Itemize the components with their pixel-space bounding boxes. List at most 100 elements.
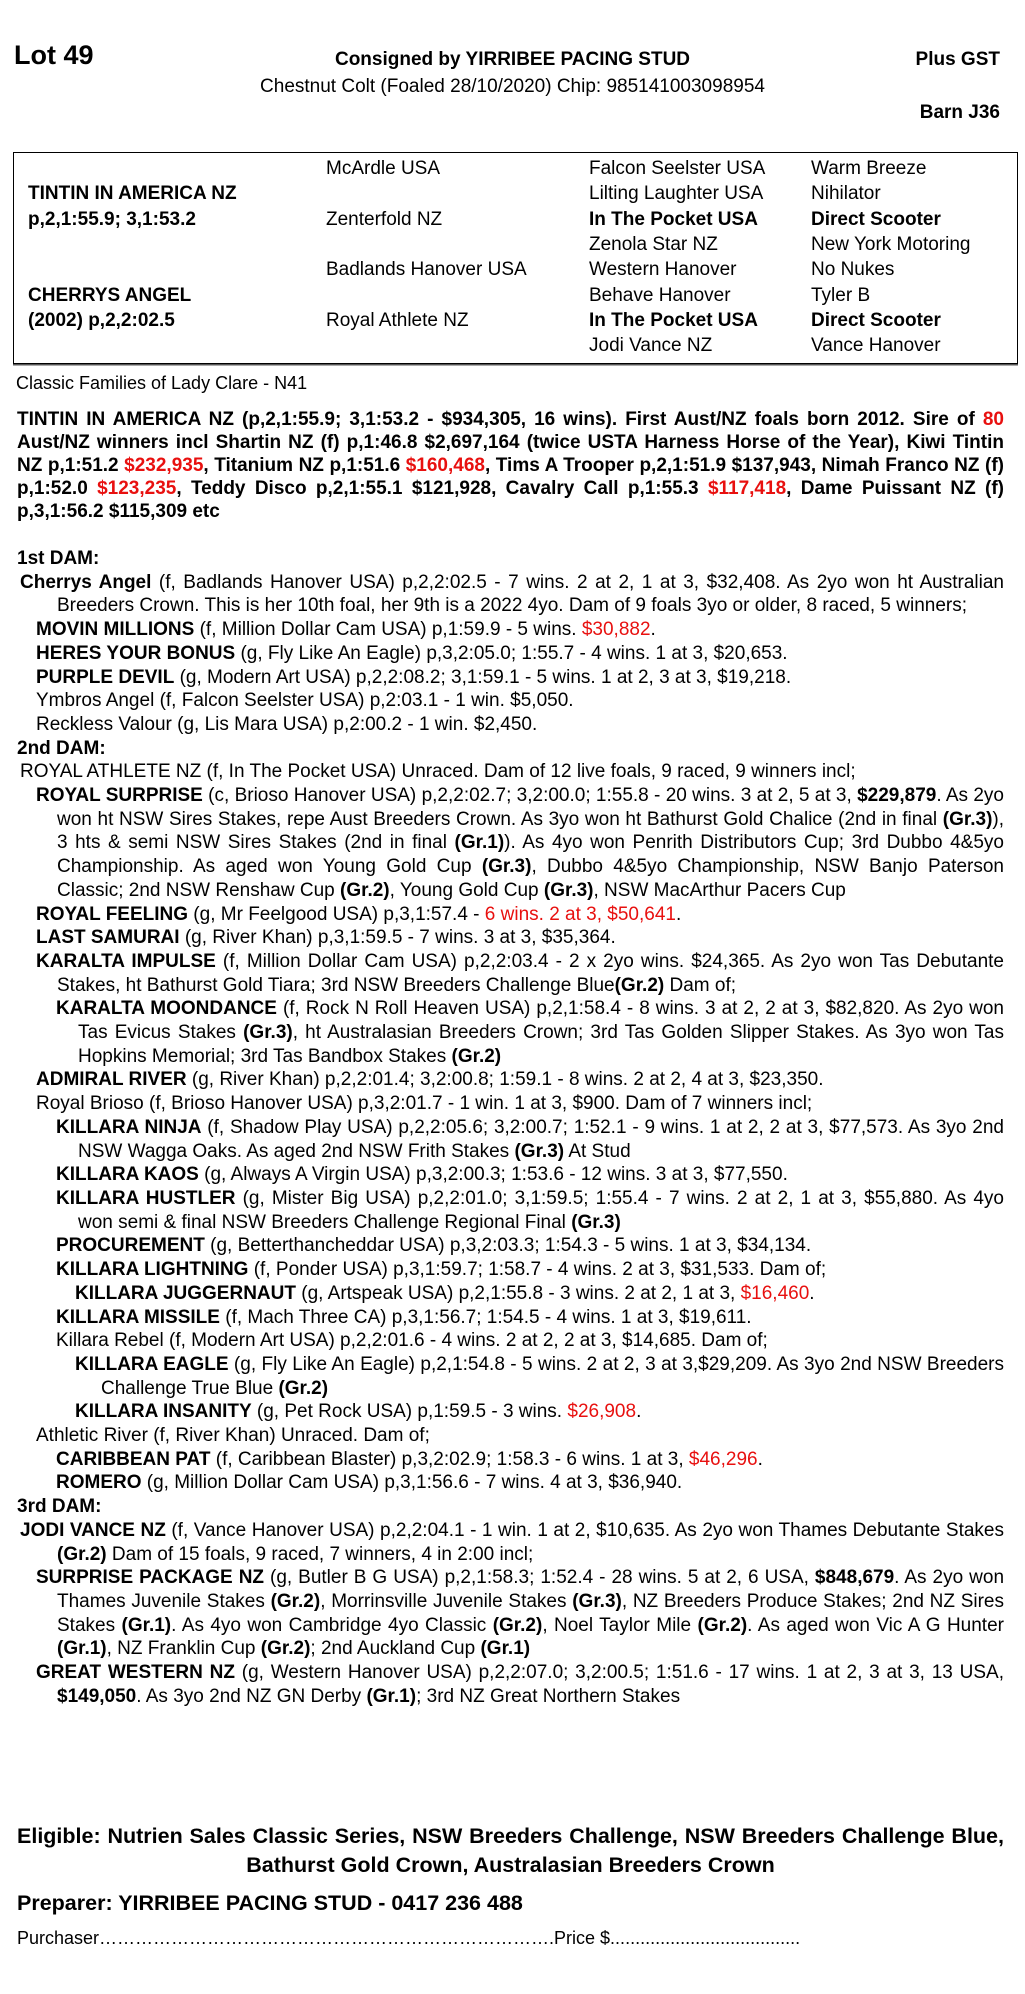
progeny-entry: ROYAL ATHLETE NZ (f, In The Pocket USA) … <box>17 760 1004 784</box>
pedigree-cell: Tyler B <box>811 284 871 306</box>
bold-text: KILLARA LIGHTNING <box>56 1259 249 1281</box>
pedigree-cell: Royal Athlete NZ <box>326 309 469 331</box>
consignor: Consigned by YIRRIBEE PACING STUD <box>334 49 691 70</box>
text: Ymbros Angel (f, Falcon Seelster USA) p,… <box>36 690 574 712</box>
pedigree-cell: Behave Hanover <box>589 284 731 306</box>
bold-text: KILLARA EAGLE <box>75 1353 229 1375</box>
bold-text: (Gr.3) <box>572 1590 622 1612</box>
pedigree-cell: Zenola Star NZ <box>589 233 718 255</box>
purchaser-price-line: Purchaser………………………………………………………………….Price… <box>17 1928 801 1948</box>
text: At Stud <box>564 1140 631 1162</box>
text: (c, Brioso Hanover USA) p,2,2:02.7; 3,2:… <box>202 785 858 807</box>
progeny-entry: KILLARA JUGGERNAUT (g, Artspeak USA) p,2… <box>17 1282 1004 1306</box>
bold-text: KILLARA MISSILE <box>56 1306 220 1328</box>
pedigree-cell: Jodi Vance NZ <box>589 335 713 357</box>
text: . As 2yo won Thames Juvenile Stakes <box>57 1567 1005 1612</box>
bold-text: $229,879 <box>857 785 937 807</box>
bold-text: (Gr.3) <box>243 1022 293 1044</box>
bold-text: (Gr.2) <box>614 974 665 996</box>
bold-text: KILLARA INSANITY <box>75 1401 252 1423</box>
progeny-entry: KILLARA HUSTLER (g, Mister Big USA) p,2,… <box>17 1187 1004 1234</box>
bold-text: KARALTA IMPULSE <box>36 950 216 972</box>
pedigree-table: McArdle USA Falcon Seelster USA Warm Breez… <box>13 152 1018 364</box>
text: (g, Western Hanover USA) p,2,2:07.0; 3,2… <box>234 1662 1004 1684</box>
bold-text: (Gr.2) <box>278 1377 329 1399</box>
bold-text: PROCUREMENT <box>56 1235 205 1257</box>
text: Athletic River (f, River Khan) Unraced. … <box>36 1425 430 1447</box>
progeny-entry: KILLARA INSANITY (g, Pet Rock USA) p,1:5… <box>17 1400 1004 1424</box>
highlighted-text: $46,296 <box>688 1448 758 1470</box>
progeny-entry: ADMIRAL RIVER (g, River Khan) p,2,2:01.4… <box>17 1068 1004 1092</box>
text: (g, Fly Like An Eagle) p,2,1:54.8 - 5 wi… <box>101 1353 1004 1399</box>
text: . <box>675 903 682 925</box>
text: . As 2yo won ht NSW Sires Stakes, repe A… <box>57 785 1004 830</box>
pedigree-cell: Falcon Seelster USA <box>589 158 766 179</box>
text: (g, Always A Virgin USA) p,3,2:00.3; 1:5… <box>198 1164 788 1186</box>
section-heading: 2nd DAM: <box>17 737 1004 761</box>
bold-text: (Gr.1) <box>480 1638 531 1660</box>
bold-text: KILLARA KAOS <box>56 1164 199 1186</box>
bold-text: (Gr.2) <box>270 1590 321 1612</box>
text: (f, Badlands Hanover USA) p,2,2:02.5 - 7… <box>57 571 1004 617</box>
progeny-entry: KARALTA MOONDANCE (f, Rock N Roll Heaven… <box>17 997 1004 1068</box>
text: . <box>809 1282 815 1304</box>
pedigree-cell: Zenterfold NZ <box>326 208 443 230</box>
progeny-entry: ROYAL FEELING (g, Mr Feelgood USA) p,3,1… <box>17 903 1004 927</box>
bold-text: (Gr.2) <box>451 1045 502 1067</box>
bold-text: ROYAL FEELING <box>36 903 189 925</box>
catalogue-body: TINTIN IN AMERICA NZ (p,2,1:55.9; 3,1:53… <box>17 408 1004 1708</box>
text: . As 3yo 2nd NZ GN Derby <box>136 1685 367 1707</box>
text: (f, Caribbean Blaster) p,3,2:02.9; 1:58.… <box>210 1448 689 1470</box>
bold-text: $149,050 <box>57 1685 137 1707</box>
text: (f, Shadow Play USA) p,2,2:05.6; 3,2:00.… <box>78 1116 1004 1162</box>
bold-text: GREAT WESTERN NZ <box>36 1662 235 1684</box>
text: ROYAL ATHLETE NZ (f, In The Pocket USA) … <box>20 761 856 783</box>
bold-text: (Gr.2) <box>260 1638 311 1660</box>
pedigree-cell: Badlands Hanover USA <box>326 259 527 281</box>
progeny-entry: LAST SAMURAI (g, River Khan) p,3,1:59.5 … <box>17 926 1004 950</box>
progeny-entry: Royal Brioso (f, Brioso Hanover USA) p,3… <box>17 1092 1004 1116</box>
progeny-entry: KILLARA KAOS (g, Always A Virgin USA) p,… <box>17 1163 1004 1187</box>
progeny-entry: CARIBBEAN PAT (f, Caribbean Blaster) p,3… <box>17 1448 1004 1472</box>
bold-text: (Gr.3) <box>571 1211 621 1233</box>
progeny-entry: Athletic River (f, River Khan) Unraced. … <box>17 1424 1004 1448</box>
bold-text: KILLARA JUGGERNAUT <box>75 1282 296 1304</box>
bold-text: (Gr.2) <box>340 879 390 901</box>
text: (g, River Khan) p,2,2:01.4; 3,2:00.8; 1:… <box>186 1069 824 1091</box>
highlighted-text: $30,882 <box>581 619 651 641</box>
pedigree-cell: Direct Scooter <box>811 309 941 331</box>
pedigree-cell: p,2,1:55.9; 3,1:53.2 <box>28 208 196 230</box>
bold-text: Aust/NZ winners incl Shartin NZ (f) p,1:… <box>17 432 1004 476</box>
bold-text: PURPLE DEVIL <box>36 666 175 688</box>
text: (f, Million Dollar Cam USA) p,2,2:03.4 -… <box>57 950 1004 996</box>
text: (f, Vance Hanover USA) p,2,2:04.1 - 1 wi… <box>165 1519 1004 1541</box>
highlighted-text: $16,460 <box>740 1282 810 1304</box>
text: Killara Rebel (f, Modern Art USA) p,2,2:… <box>56 1330 768 1352</box>
progeny-entry: KILLARA LIGHTNING (f, Ponder USA) p,3,1:… <box>17 1258 1004 1282</box>
progeny-entry: Cherrys Angel (f, Badlands Hanover USA) … <box>17 571 1004 618</box>
pedigree-cell: Nihilator <box>811 183 881 205</box>
text: ). As 4yo won Penrith Distributors Cup; … <box>57 832 1004 878</box>
text: ; 3rd NZ Great Northern Stakes <box>416 1685 681 1707</box>
bold-text: CARIBBEAN PAT <box>56 1448 211 1470</box>
text: (g, Mr Feelgood USA) p,3,1:57.4 - <box>188 903 485 925</box>
bold-text: (Gr.3) <box>942 808 993 830</box>
progeny-entry: KARALTA IMPULSE (f, Million Dollar Cam U… <box>17 950 1004 997</box>
text: (g, Modern Art USA) p,2,2:08.2; 3,1:59.1… <box>174 666 792 688</box>
text: , NSW MacArthur Pacers Cup <box>593 879 846 901</box>
progeny-entry: PURPLE DEVIL (g, Modern Art USA) p,2,2:0… <box>17 666 1004 690</box>
progeny-entry: JODI VANCE NZ (f, Vance Hanover USA) p,2… <box>17 1519 1004 1566</box>
pedigree-cell: New York Motoring <box>811 233 971 255</box>
bold-text: , Dame Puissant NZ (f) p,3,1:56.2 $115,3… <box>17 478 1004 522</box>
text: , Dubbo 4&5yo Championship, NSW Banjo Pa… <box>57 856 1004 901</box>
bold-text: (Gr.1) <box>454 832 505 854</box>
bold-text: (Gr.3) <box>543 879 594 901</box>
pedigree-cell: Direct Scooter <box>811 208 941 230</box>
text: (g, Pet Rock USA) p,1:59.5 - 3 wins. <box>251 1401 568 1423</box>
progeny-entry: MOVIN MILLIONS (f, Million Dollar Cam US… <box>17 618 1004 642</box>
bold-text: LAST SAMURAI <box>36 927 180 949</box>
progeny-entry: Ymbros Angel (f, Falcon Seelster USA) p,… <box>17 689 1004 713</box>
bold-text: (Gr.1) <box>57 1638 107 1660</box>
progeny-entry: ROMERO (g, Million Dollar Cam USA) p,3,1… <box>17 1471 1004 1495</box>
bold-text: 2nd DAM: <box>17 737 106 759</box>
